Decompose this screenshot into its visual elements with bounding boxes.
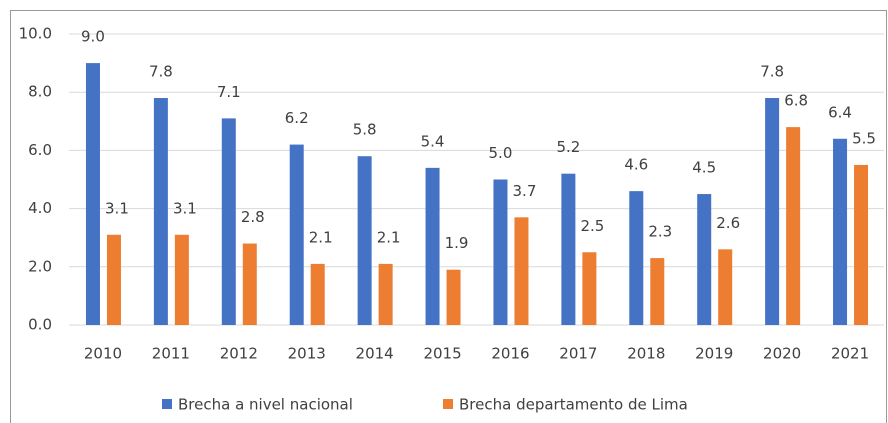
x-tick-label: 2021 xyxy=(831,345,869,363)
x-tick-label: 2010 xyxy=(84,345,122,363)
bar xyxy=(221,118,236,325)
y-tick-label: 10.0 xyxy=(19,25,52,43)
value-label: 5.4 xyxy=(421,132,445,150)
value-label: 2.1 xyxy=(377,228,401,246)
bar xyxy=(174,234,189,325)
bar xyxy=(718,249,733,325)
bar xyxy=(106,234,121,325)
value-label: 5.8 xyxy=(353,121,377,139)
value-label: 5.5 xyxy=(852,129,876,147)
bar xyxy=(425,167,440,325)
bar xyxy=(310,263,325,325)
value-label: 1.9 xyxy=(445,234,469,252)
x-tick-label: 2011 xyxy=(152,345,190,363)
bar xyxy=(582,252,597,325)
bar xyxy=(854,164,869,325)
y-tick-label: 8.0 xyxy=(28,83,52,101)
bar xyxy=(446,269,461,325)
legend-swatch xyxy=(162,399,172,409)
bar xyxy=(242,243,257,325)
value-label: 2.5 xyxy=(580,217,604,235)
value-label: 3.7 xyxy=(513,182,537,200)
x-tick-label: 2012 xyxy=(220,345,258,363)
x-tick-label: 2017 xyxy=(559,345,597,363)
bar xyxy=(85,63,100,325)
x-tick-label: 2013 xyxy=(288,345,326,363)
x-tick-label: 2018 xyxy=(627,345,665,363)
value-label: 4.5 xyxy=(692,159,716,177)
x-tick-label: 2020 xyxy=(763,345,801,363)
value-label: 3.1 xyxy=(105,199,129,217)
y-tick-label: 4.0 xyxy=(28,199,52,217)
bar xyxy=(561,173,576,325)
x-tick-label: 2014 xyxy=(356,345,394,363)
value-label: 6.4 xyxy=(828,103,852,121)
bar xyxy=(493,179,508,325)
value-label: 9.0 xyxy=(81,28,105,46)
value-label: 5.0 xyxy=(489,144,513,162)
value-label: 4.6 xyxy=(624,156,648,174)
value-label: 7.8 xyxy=(760,63,784,81)
legend-label: Brecha departamento de Lima xyxy=(459,396,688,414)
value-label: 2.8 xyxy=(241,208,265,226)
bar xyxy=(765,98,780,326)
bar xyxy=(289,144,304,325)
value-label: 3.1 xyxy=(173,199,197,217)
bar xyxy=(378,263,393,325)
bar xyxy=(650,258,665,325)
value-label: 6.2 xyxy=(285,109,309,127)
bar xyxy=(697,194,712,325)
y-tick-label: 6.0 xyxy=(28,141,52,159)
legend-swatch xyxy=(443,399,453,409)
bar xyxy=(629,191,644,325)
value-label: 2.1 xyxy=(309,228,333,246)
x-tick-label: 2015 xyxy=(423,345,461,363)
legend-label: Brecha a nivel nacional xyxy=(178,396,353,414)
x-tick-label: 2016 xyxy=(491,345,529,363)
value-label: 2.6 xyxy=(716,214,740,232)
y-tick-label: 2.0 xyxy=(28,257,52,275)
value-label: 2.3 xyxy=(648,223,672,241)
chart-frame xyxy=(10,10,887,423)
x-tick-label: 2019 xyxy=(695,345,733,363)
bar xyxy=(514,217,529,325)
bar xyxy=(833,138,848,325)
value-label: 7.8 xyxy=(149,63,173,81)
y-tick-label: 0.0 xyxy=(28,316,52,334)
value-label: 7.1 xyxy=(217,83,241,101)
bar xyxy=(153,98,168,326)
value-label: 5.2 xyxy=(556,138,580,156)
value-label: 6.8 xyxy=(784,92,808,110)
bar xyxy=(357,156,372,325)
bar xyxy=(786,127,801,326)
